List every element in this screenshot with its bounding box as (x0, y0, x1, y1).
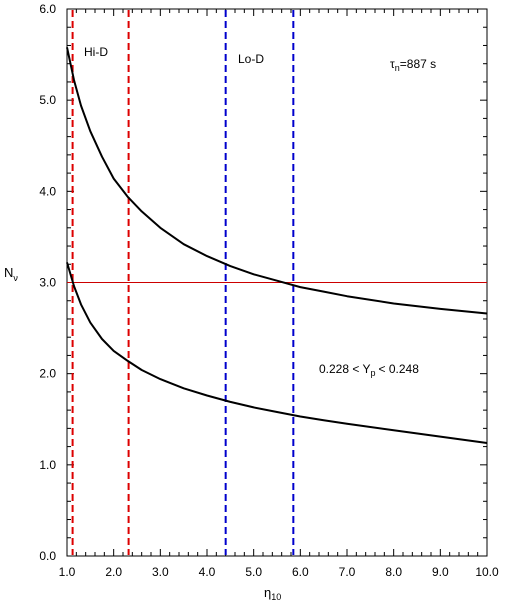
x-tick-label: 5.0 (245, 565, 262, 579)
x-tick-label: 2.0 (105, 565, 122, 579)
x-axis-label-main: η (264, 585, 271, 600)
y-axis-label-main: N (4, 265, 13, 280)
series-lines (66, 47, 488, 444)
lo-d-label: Lo-D (238, 52, 264, 66)
x-axis-label-sub: 10 (271, 592, 281, 602)
tau-symbol: τ (390, 57, 395, 71)
y-tick-label: 4.0 (39, 184, 56, 198)
lower-curve (66, 262, 488, 444)
reference-lines (67, 10, 487, 555)
x-tick-label: 1.0 (59, 565, 76, 579)
y-tick-label: 1.0 (39, 458, 56, 472)
yp-prefix: 0.228 < Y (319, 362, 371, 376)
y-tick-label: 5.0 (39, 93, 56, 107)
x-tick-label: 6.0 (292, 565, 309, 579)
tau-subscript: n (395, 63, 400, 73)
x-tick-label: 4.0 (199, 565, 216, 579)
yp-suffix: < 0.248 (379, 362, 420, 376)
tick-labels: 1.0 2.0 3.0 4.0 5.0 6.0 7.0 8.0 9.0 10.00.01.02.0… (39, 2, 499, 579)
y-tick-label: 3.0 (39, 276, 56, 290)
x-tick-label: 10.0 (475, 565, 499, 579)
x-tick-label: 9.0 (432, 565, 449, 579)
x-axis-label: η10 (264, 585, 281, 602)
upper-curve (66, 47, 488, 315)
yp-subscript: p (371, 368, 376, 378)
y-tick-label: 6.0 (39, 2, 56, 16)
x-tick-label: 3.0 (152, 565, 169, 579)
tick-marks (66, 8, 488, 557)
y-tick-label: 0.0 (39, 549, 56, 563)
x-tick-label: 8.0 (385, 565, 402, 579)
tau-label: τn=887 s (390, 57, 436, 73)
yp-range-label: 0.228 < Yp < 0.248 (319, 362, 419, 378)
hi-d-label: Hi-D (84, 45, 108, 59)
y-axis-label: Nν (4, 265, 18, 283)
y-tick-label: 2.0 (39, 367, 56, 381)
y-axis-label-sub: ν (13, 273, 18, 283)
tau-value: =887 s (400, 57, 436, 71)
x-tick-label: 7.0 (339, 565, 356, 579)
